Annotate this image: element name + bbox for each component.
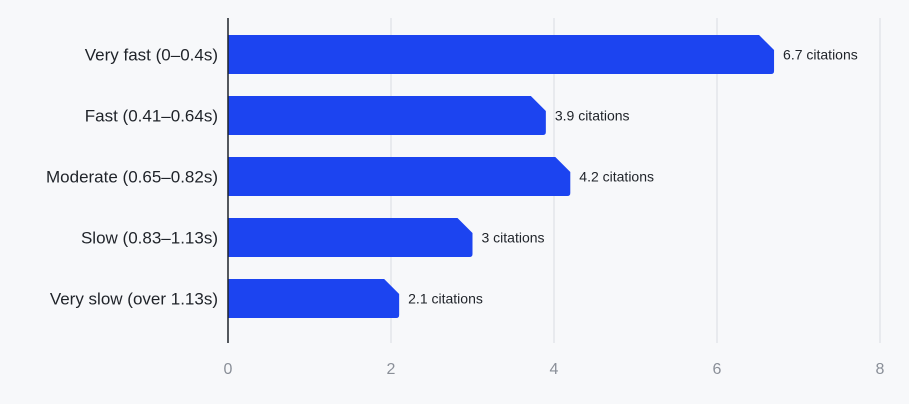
data-label: 3 citations	[482, 230, 545, 246]
bars	[228, 35, 775, 318]
bar	[228, 279, 400, 318]
x-tick-label: 0	[224, 361, 233, 378]
data-label: 3.9 citations	[555, 108, 630, 124]
data-label: 4.2 citations	[579, 169, 654, 185]
category-label: Very slow (over 1.13s)	[50, 290, 218, 309]
data-label: 6.7 citations	[783, 47, 858, 63]
x-tick-label: 8	[876, 361, 885, 378]
category-label: Fast (0.41–0.64s)	[85, 107, 218, 126]
x-tick-labels: 0 2 4 6 8	[224, 361, 885, 378]
x-tick-label: 4	[550, 361, 559, 378]
category-label: Very fast (0–0.4s)	[85, 46, 218, 65]
x-tick-label: 2	[387, 361, 396, 378]
category-labels: Very fast (0–0.4s) Fast (0.41–0.64s) Moder…	[46, 46, 218, 309]
x-tick-label: 6	[713, 361, 722, 378]
bar	[228, 96, 546, 135]
bar	[228, 35, 775, 74]
bar	[228, 157, 571, 196]
value-labels: 6.7 citations 3.9 citations 4.2 citations 3…	[408, 47, 858, 307]
bar	[228, 218, 473, 257]
category-label: Slow (0.83–1.13s)	[81, 229, 218, 248]
data-label: 2.1 citations	[408, 291, 483, 307]
category-label: Moderate (0.65–0.82s)	[46, 168, 218, 187]
